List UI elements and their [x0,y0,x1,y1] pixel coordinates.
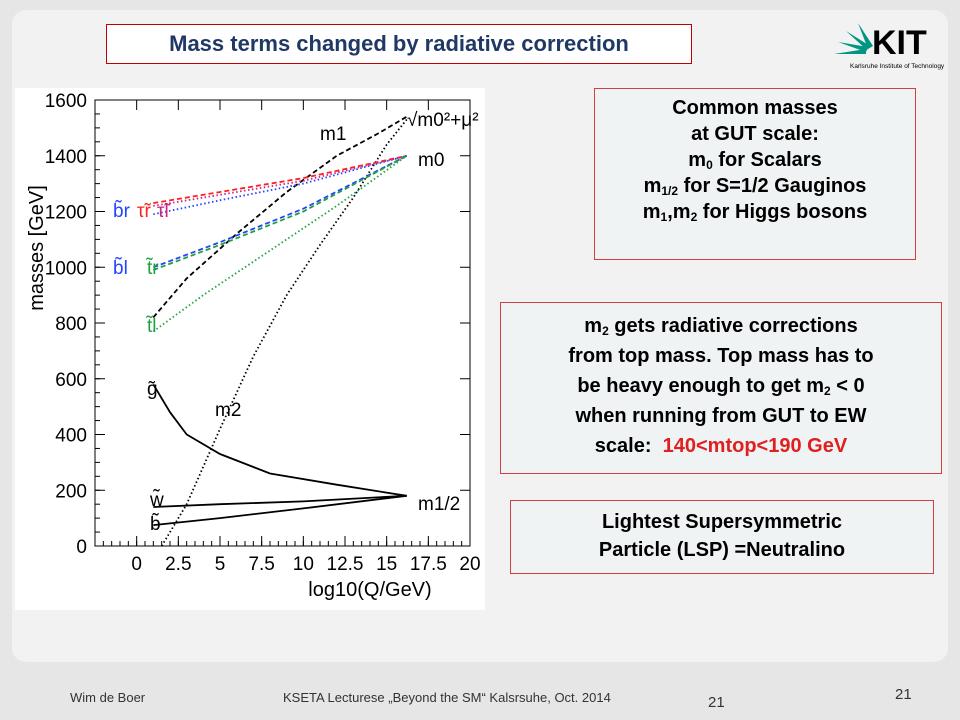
x-tick-label: 17.5 [410,554,447,575]
series-line [152,155,408,271]
x-axis-label: log10(Q/GeV) [308,579,431,601]
lsp-box: Lightest Supersymmetric Particle (LSP) =… [510,500,934,574]
top-mass-range: 140<mtop<190 GeV [662,435,848,457]
y-axis-label: masses [GeV] [26,185,48,311]
kit-logo-text: KIT [872,24,927,62]
x-tick-label: 5 [215,554,226,575]
footer-page-number-center: 21 [708,694,725,711]
y-tick-label: 800 [55,314,87,335]
curve-label-tr: t̃r [145,257,159,279]
y-tick-label: 1000 [45,258,87,279]
series-line [153,494,407,526]
series-line [152,155,408,333]
mass-running-chart: 0 2.5 5 7.5 10 12.5 15 17.5 20020040060080010001… [26,91,481,601]
box1-line4: m1/2 for S=1/2 Gauginos [643,175,867,198]
x-tick-label: 0 [131,554,142,575]
box2-line1: m2 gets radiative corrections [584,315,858,338]
x-tick-label: 20 [459,554,480,575]
x-tick-label: 10 [293,554,314,575]
slide-title: Mass terms changed by radiative correcti… [169,31,629,56]
curve-label-m2: m2 [215,400,241,421]
box2-line5: scale: 140<mtop<190 GeV [594,435,848,457]
kit-logo: KIT Karlsruhe Institute of Technology [834,23,945,70]
y-tick-label: 400 [55,426,87,447]
y-tick-label: 1400 [45,147,87,168]
curve-label-mhalf: m1/2 [418,494,460,515]
box3-line1: Lightest Supersymmetric [601,511,843,533]
common-masses-box: Common masses at GUT scale: m0 for Scala… [594,88,916,260]
x-tick-label: 7.5 [248,554,274,575]
box1-line1: Common masses [672,97,838,119]
curve-label-br: b̃r [113,200,131,222]
radiative-corrections-box: m2 gets radiative corrections from top m… [500,302,942,474]
curve-label-m0: m0 [418,150,444,171]
box3-line2: Particle (LSP) =Neutralino [598,539,846,561]
footer-author: Wim de Boer [70,690,146,705]
y-tick-label: 600 [55,370,87,391]
y-tick-label: 200 [55,481,87,502]
box1-line2: at GUT scale: [691,123,819,145]
curve-label-g: g̃ [147,379,158,400]
y-tick-label: 0 [76,537,87,558]
y-tick-label: 1200 [45,203,87,224]
kit-logo-subtitle: Karlsruhe Institute of Technology [850,63,945,70]
footer-page-number-right: 21 [895,686,912,703]
box1-line5: m1,m2 for Higgs bosons [642,201,868,224]
curve-label-w: w̃ [149,489,164,511]
series-line [152,383,407,497]
series-line [152,154,408,269]
curve-label-tau_r: τ̃r [137,201,152,222]
title-box: Mass terms changed by radiative correcti… [106,24,692,64]
curve-label-sqrt: √m0²+μ² [407,110,479,131]
series-line [153,154,407,204]
x-tick-label: 12.5 [327,554,364,575]
curve-label-tl: t̃l [145,315,156,337]
series-line [153,154,407,207]
x-tick-label: 15 [376,554,397,575]
box1-line3: m0 for Scalars [688,149,822,172]
series-line [152,115,408,318]
box2-line3: be heavy enough to get m2 < 0 [577,375,865,398]
curve-label-m1: m1 [320,124,346,145]
series-line [153,494,407,508]
curve-label-bl: b̃l [113,257,128,279]
curve-label-tau_l: τ̃l [157,201,172,222]
x-tick-label: 2.5 [165,554,191,575]
chart-panel: 0 2.5 5 7.5 10 12.5 15 17.5 20 0 200 400 600 800 1000 1… [15,88,485,610]
box2-line2: from top mass. Top mass has to [568,345,874,367]
y-tick-label: 1600 [45,91,87,112]
box2-line4: when running from GUT to EW [575,405,867,427]
footer-lecture: KSETA Lecturese „Beyond the SM“ Kalsrsuh… [283,690,611,705]
curve-label-b: b̃ [150,513,161,535]
